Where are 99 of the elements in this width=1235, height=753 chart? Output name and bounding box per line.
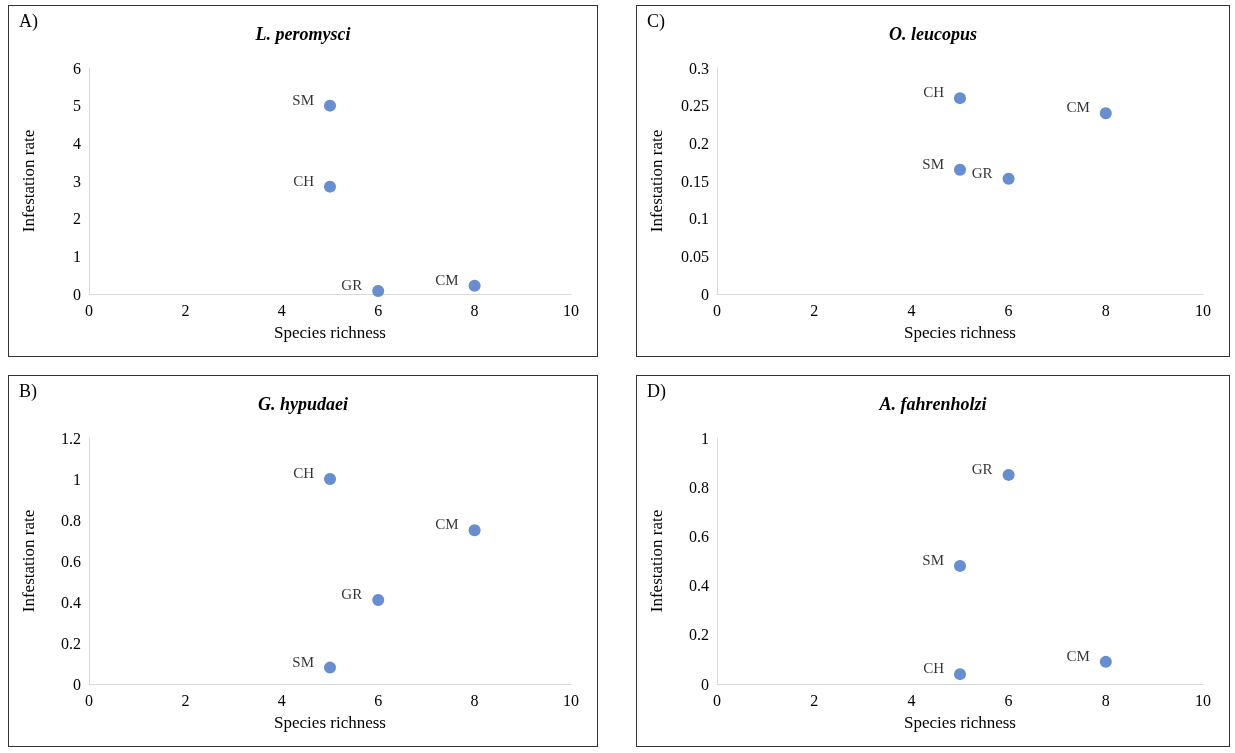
y-tick-label: 0.6 xyxy=(689,527,709,545)
x-tick-label: 8 xyxy=(470,691,479,709)
x-axis-title: Species richness xyxy=(904,323,1016,342)
y-tick-label: 6 xyxy=(73,59,81,77)
y-tick-label: 0.8 xyxy=(61,511,81,529)
x-tick-label: 4 xyxy=(907,301,916,319)
x-axis-title: Species richness xyxy=(904,713,1016,732)
chart-title: O. leucopus xyxy=(888,24,978,44)
x-tick-label: 0 xyxy=(85,691,93,709)
point xyxy=(324,99,336,112)
point xyxy=(1002,172,1015,185)
y-axis-title: Infestation rate xyxy=(647,509,666,613)
y-tick-label: 1 xyxy=(701,429,709,447)
point xyxy=(1099,655,1112,668)
series-label: CH xyxy=(923,84,945,101)
text: D) xyxy=(647,381,666,402)
point xyxy=(954,92,966,105)
y-tick-label: 0 xyxy=(73,675,81,693)
series-label: GR xyxy=(341,276,363,293)
text: B) xyxy=(19,381,38,402)
point xyxy=(954,559,966,572)
chart-title: G. hypudaei xyxy=(258,394,348,414)
point xyxy=(468,524,481,537)
x-tick-label: 0 xyxy=(713,301,721,319)
y-axis-title: Infestation rate xyxy=(647,129,666,233)
y-tick-label: 0 xyxy=(701,285,709,303)
series-label: CM xyxy=(1066,99,1090,116)
y-tick-label: 4 xyxy=(73,134,81,152)
x-tick-label: 10 xyxy=(563,301,579,319)
x-tick-label: 0 xyxy=(713,691,721,709)
y-tick-label: 0.15 xyxy=(681,172,709,190)
y-tick-label: 0 xyxy=(701,675,709,693)
x-tick-label: 6 xyxy=(1004,691,1013,709)
x-tick-label: 10 xyxy=(1195,301,1211,319)
y-tick-label: 1 xyxy=(73,470,81,488)
y-axis-title: Infestation rate xyxy=(19,129,38,233)
y-tick-label: 0.8 xyxy=(689,478,709,496)
series-label: CM xyxy=(1066,647,1090,664)
x-tick-label: 2 xyxy=(181,301,190,319)
series-label: SM xyxy=(292,91,314,108)
x-tick-label: 0 xyxy=(85,301,93,319)
series-label: SM xyxy=(922,155,944,172)
series-label: CM xyxy=(435,516,459,533)
text: C) xyxy=(647,11,666,32)
point xyxy=(1099,107,1112,120)
x-tick-label: 4 xyxy=(907,691,916,709)
x-axis-title: Species richness xyxy=(274,323,386,342)
series-label: SM xyxy=(922,551,944,568)
y-tick-label: 1.2 xyxy=(61,429,81,447)
y-tick-label: 0.2 xyxy=(689,134,709,152)
series-label: CM xyxy=(435,271,459,288)
y-tick-label: 0.6 xyxy=(61,552,81,570)
x-tick-label: 6 xyxy=(1004,301,1013,319)
series-label: SM xyxy=(292,653,314,670)
series-label: CH xyxy=(923,660,945,677)
y-tick-label: 0.2 xyxy=(61,634,81,652)
point xyxy=(324,473,336,485)
x-tick-label: 6 xyxy=(374,691,383,709)
y-tick-label: 0.4 xyxy=(689,577,709,595)
point xyxy=(324,661,336,674)
chart-title: L. peromysci xyxy=(254,24,351,44)
x-tick-label: 4 xyxy=(277,691,286,709)
x-tick-label: 2 xyxy=(810,301,819,319)
point xyxy=(372,593,385,606)
x-tick-label: 8 xyxy=(470,301,479,319)
point xyxy=(1002,468,1015,481)
x-tick-label: 2 xyxy=(810,691,819,709)
y-tick-label: 0.3 xyxy=(689,59,709,77)
series-label: GR xyxy=(971,164,993,181)
point xyxy=(372,284,385,297)
text: A) xyxy=(19,11,38,32)
series-label: GR xyxy=(971,460,993,477)
y-tick-label: 0.25 xyxy=(681,97,709,115)
y-axis-title: Infestation rate xyxy=(19,509,38,613)
x-tick-label: 10 xyxy=(1195,691,1211,709)
x-tick-label: 8 xyxy=(1101,301,1110,319)
y-tick-label: 3 xyxy=(73,172,81,190)
y-tick-label: 0.2 xyxy=(689,626,709,644)
point xyxy=(324,180,336,193)
y-tick-label: 5 xyxy=(73,97,81,115)
x-tick-label: 8 xyxy=(1101,691,1110,709)
x-tick-label: 2 xyxy=(181,691,190,709)
point xyxy=(954,163,966,176)
point xyxy=(954,668,966,681)
y-tick-label: 0.1 xyxy=(689,210,709,228)
point xyxy=(468,279,481,292)
x-tick-label: 4 xyxy=(277,301,286,319)
series-label: CH xyxy=(293,465,315,481)
chart-title: A. fahrenholzi xyxy=(878,394,987,414)
y-tick-label: 2 xyxy=(73,210,81,228)
series-label: CH xyxy=(293,172,315,189)
y-tick-label: 0.4 xyxy=(61,593,81,611)
y-tick-label: 0 xyxy=(73,285,81,303)
y-tick-label: 0.05 xyxy=(681,247,709,265)
series-label: GR xyxy=(341,585,363,602)
x-axis-title: Species richness xyxy=(274,713,386,732)
x-tick-label: 10 xyxy=(563,691,579,709)
x-tick-label: 6 xyxy=(374,301,383,319)
y-tick-label: 1 xyxy=(73,247,81,265)
